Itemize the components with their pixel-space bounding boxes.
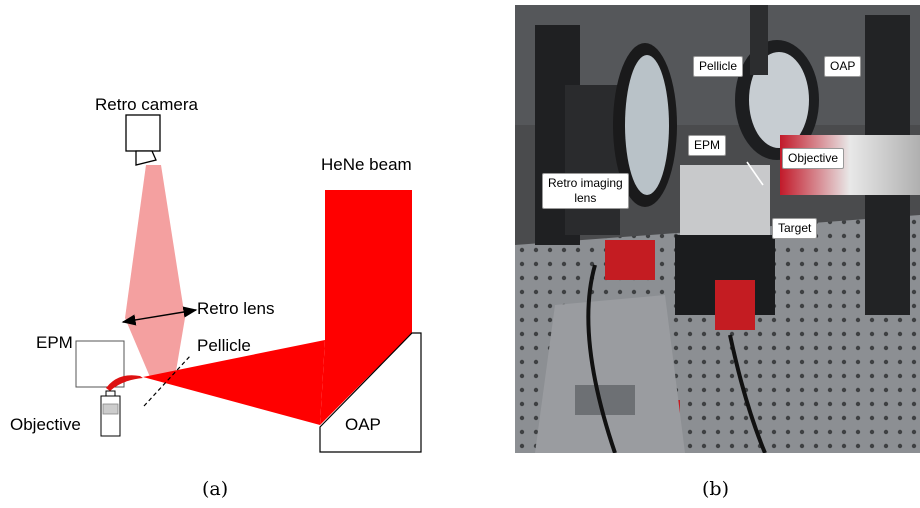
hene-beam-focus bbox=[143, 340, 325, 425]
retro-camera-body bbox=[125, 114, 161, 152]
objective-grip bbox=[102, 403, 119, 415]
epm-label: EPM bbox=[36, 333, 73, 352]
pellicle-line bbox=[143, 354, 192, 407]
photo-retro-imaging-lens-line1: Retro imaging bbox=[548, 176, 623, 190]
setup-photo-drawing bbox=[515, 5, 920, 453]
photo-pellicle-label: Pellicle bbox=[693, 56, 744, 77]
caption-a: (a) bbox=[202, 478, 229, 500]
objective-body bbox=[100, 395, 121, 437]
retro-lens-label: Retro lens bbox=[197, 299, 275, 318]
oap-mirror bbox=[319, 332, 422, 453]
oap-label: OAP bbox=[345, 415, 381, 434]
retro-path-upper bbox=[125, 165, 185, 318]
setup-photo: Pellicle OAP EPM Objective Retro imaging… bbox=[515, 5, 920, 453]
photo-retro-imaging-lens-label: Retro imaging lens bbox=[542, 173, 629, 209]
photo-oap-label: OAP bbox=[824, 56, 862, 77]
pellicle-label: Pellicle bbox=[197, 336, 251, 355]
hene-beam-label: HeNe beam bbox=[321, 155, 412, 174]
retro-path-lower bbox=[125, 318, 185, 377]
retro-camera-label: Retro camera bbox=[95, 95, 198, 114]
schematic-panel: Retro camera HeNe beam Retro lens EPM Pe… bbox=[0, 0, 470, 460]
photo-target-label: Target bbox=[772, 218, 818, 239]
objective-label: Objective bbox=[10, 415, 81, 434]
objective-tip bbox=[105, 390, 116, 397]
target-beam bbox=[106, 375, 143, 391]
retro-lens-arrow bbox=[121, 306, 198, 326]
caption-b: (b) bbox=[702, 478, 729, 500]
schematic-diagram bbox=[75, 114, 422, 453]
retro-camera-lens bbox=[135, 150, 157, 166]
photo-retro-imaging-lens-line2: lens bbox=[574, 191, 597, 205]
photo-epm-label: EPM bbox=[688, 135, 727, 156]
photo-objective-label: Objective bbox=[782, 148, 845, 169]
hene-beam-vertical bbox=[325, 190, 412, 340]
